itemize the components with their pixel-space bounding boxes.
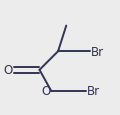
Text: Br: Br bbox=[91, 45, 104, 58]
Text: Br: Br bbox=[87, 85, 100, 97]
Text: O: O bbox=[3, 64, 13, 77]
Text: O: O bbox=[41, 85, 51, 97]
